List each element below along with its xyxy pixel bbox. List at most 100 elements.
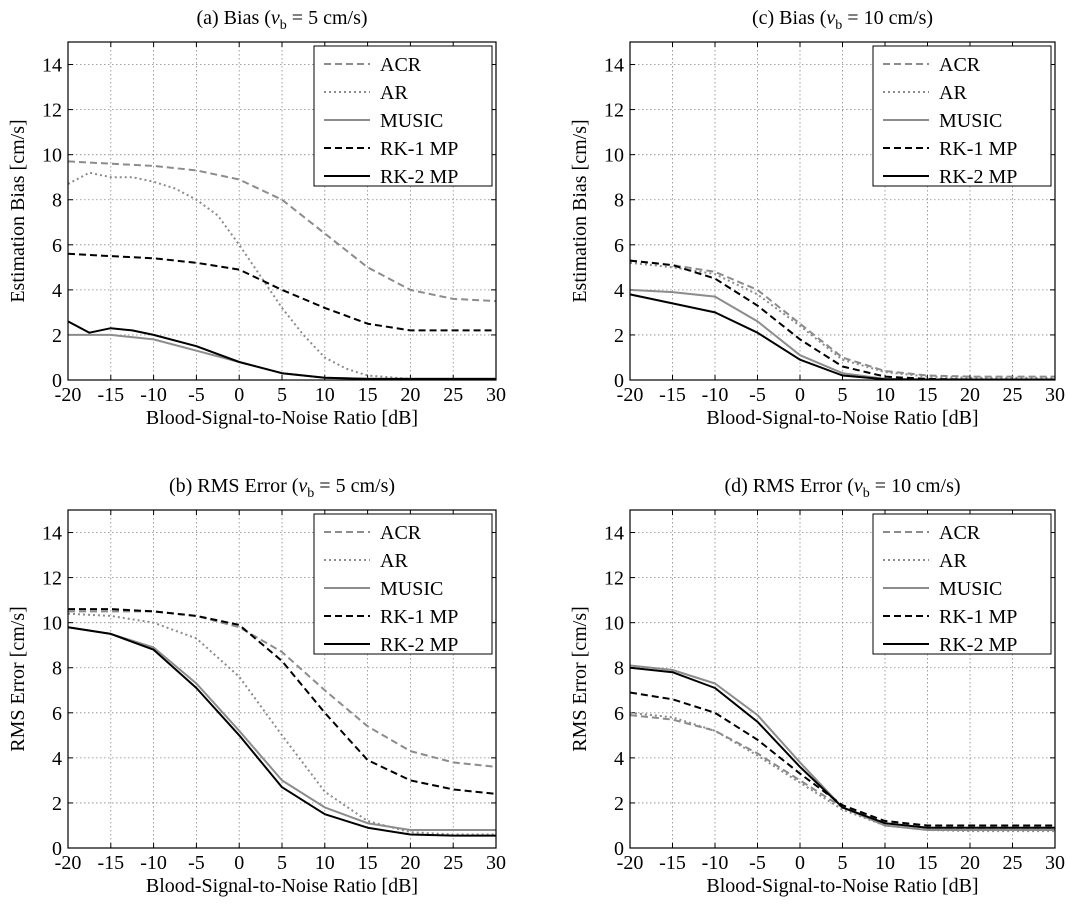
y-tick-label: 0	[614, 370, 624, 392]
chart-panel-2: -20 -15 -10 -5 0 5 10 15 20 25 30 0 2 4 6 8 10 12 14 ACR AR M…	[7, 475, 506, 897]
x-tick-label: 10	[315, 852, 335, 874]
x-tick-label: 0	[795, 852, 805, 874]
x-tick-label: 30	[486, 384, 506, 406]
x-axis-label: Blood-Signal-to-Noise Ratio [dB]	[146, 875, 418, 897]
series-line-ar	[67, 612, 496, 836]
y-tick-label: 4	[52, 748, 62, 770]
x-tick-label: -20	[617, 852, 644, 874]
y-tick-label: 2	[614, 793, 624, 815]
series-line-ar	[629, 261, 1055, 379]
y-tick-label: 10	[42, 145, 62, 167]
legend-entry: RK-2 MP	[380, 634, 458, 656]
x-tick-label: 25	[443, 384, 463, 406]
axes-frame	[629, 509, 1056, 849]
x-tick-label: 10	[315, 384, 335, 406]
x-tick-label: 5	[838, 852, 848, 874]
x-tick-label: -15	[659, 384, 686, 406]
x-tick-label: 15	[358, 852, 378, 874]
x-tick-label: 30	[1045, 852, 1065, 874]
chart-title: (b) RMS Error (vb = 5 cm/s)	[169, 475, 395, 501]
x-tick-label: -5	[749, 852, 766, 874]
legend-entry: ACR	[380, 522, 422, 544]
y-tick-label: 6	[52, 703, 62, 725]
legend-entry: MUSIC	[380, 578, 443, 600]
y-tick-label: 14	[604, 55, 624, 77]
y-tick-label: 10	[42, 613, 62, 635]
chart-title-part: (a) Bias (	[196, 7, 271, 29]
x-tick-label: 0	[795, 384, 805, 406]
chart-title-variable: v	[854, 475, 863, 497]
y-tick-label: 2	[52, 793, 62, 815]
x-tick-label: 15	[918, 852, 938, 874]
x-tick-label: -5	[188, 384, 205, 406]
y-tick-label: 2	[614, 325, 624, 347]
chart-panel-0: -20 -15 -10 -5 0 5 10 15 20 25 30 0 2 4 6 8 10 12 14 ACR AR M…	[7, 7, 506, 429]
series-line-music	[67, 626, 496, 831]
legend-entry: AR	[380, 550, 408, 572]
legend-entry: RK-1 MP	[380, 606, 458, 628]
series-line-acr	[629, 259, 1055, 378]
x-tick-label: -20	[55, 384, 82, 406]
y-tick-label: 0	[52, 370, 62, 392]
chart-title-subscript: b	[863, 486, 870, 501]
series-line-acr	[67, 160, 497, 303]
x-tick-label: 30	[1045, 384, 1065, 406]
chart-title-subscript: b	[835, 18, 842, 33]
y-tick-label: 4	[614, 280, 624, 302]
x-tick-label: -15	[97, 852, 124, 874]
y-axis-label: Estimation Bias [cm/s]	[7, 119, 29, 302]
chart-panel-3: -20 -15 -10 -5 0 5 10 15 20 25 30 0 2 4 6 8 10 12 14 ACR AR M…	[569, 475, 1065, 897]
series-line-rk-2-mp	[67, 626, 496, 837]
y-tick-label: 10	[604, 145, 624, 167]
chart-title-part: (d) RMS Error (	[724, 475, 854, 497]
chart-title-part: = 5 cm/s)	[287, 7, 368, 29]
x-axis-label: Blood-Signal-to-Noise Ratio [dB]	[706, 875, 978, 897]
axes-frame	[67, 41, 497, 381]
series-line-rk-1-mp	[68, 608, 497, 795]
y-tick-label: 4	[614, 748, 624, 770]
y-tick-label: 12	[604, 568, 624, 590]
x-tick-label: 5	[277, 384, 287, 406]
legend-entry: RK-1 MP	[939, 606, 1017, 628]
legend-box	[313, 45, 493, 187]
x-tick-label: -15	[659, 852, 686, 874]
x-tick-label: -10	[702, 852, 729, 874]
axes-frame	[67, 509, 497, 849]
series-line-rk-1-mp	[629, 691, 1055, 827]
y-axis-label: RMS Error [cm/s]	[569, 606, 591, 752]
y-tick-label: 0	[52, 838, 62, 860]
series-line-rk-2-mp	[67, 320, 496, 380]
chart-title: (d) RMS Error (vb = 10 cm/s)	[724, 475, 960, 501]
x-tick-label: -10	[702, 384, 729, 406]
legend-box	[872, 513, 1052, 655]
legend-entry: AR	[939, 82, 967, 104]
x-tick-label: -5	[188, 852, 205, 874]
x-tick-label: 15	[358, 384, 378, 406]
y-tick-label: 14	[42, 523, 62, 545]
series-line-rk-1-mp	[67, 252, 496, 332]
legend-entry: RK-2 MP	[939, 166, 1017, 188]
x-tick-label: 25	[1003, 852, 1023, 874]
x-tick-label: 15	[918, 384, 938, 406]
legend-entry: RK-1 MP	[939, 138, 1017, 160]
y-tick-label: 8	[614, 658, 624, 680]
legend-entry: RK-2 MP	[380, 166, 458, 188]
axes-frame	[629, 41, 1056, 381]
chart-title-part: = 10 cm/s)	[870, 475, 961, 497]
x-tick-label: 30	[486, 852, 506, 874]
y-tick-label: 2	[52, 325, 62, 347]
legend-entry: AR	[380, 82, 408, 104]
chart-title-part: (c) Bias (	[752, 7, 827, 29]
chart-title-subscript: b	[280, 18, 287, 33]
chart-title: (c) Bias (vb = 10 cm/s)	[752, 7, 933, 33]
y-axis-label: Estimation Bias [cm/s]	[569, 119, 591, 302]
y-tick-label: 8	[614, 190, 624, 212]
series-line-rk-2-mp	[629, 666, 1055, 829]
legend-entry: RK-1 MP	[380, 138, 458, 160]
legend-entry: RK-2 MP	[939, 634, 1017, 656]
x-axis-label: Blood-Signal-to-Noise Ratio [dB]	[146, 407, 418, 429]
y-tick-label: 4	[52, 280, 62, 302]
x-axis-label: Blood-Signal-to-Noise Ratio [dB]	[706, 407, 978, 429]
